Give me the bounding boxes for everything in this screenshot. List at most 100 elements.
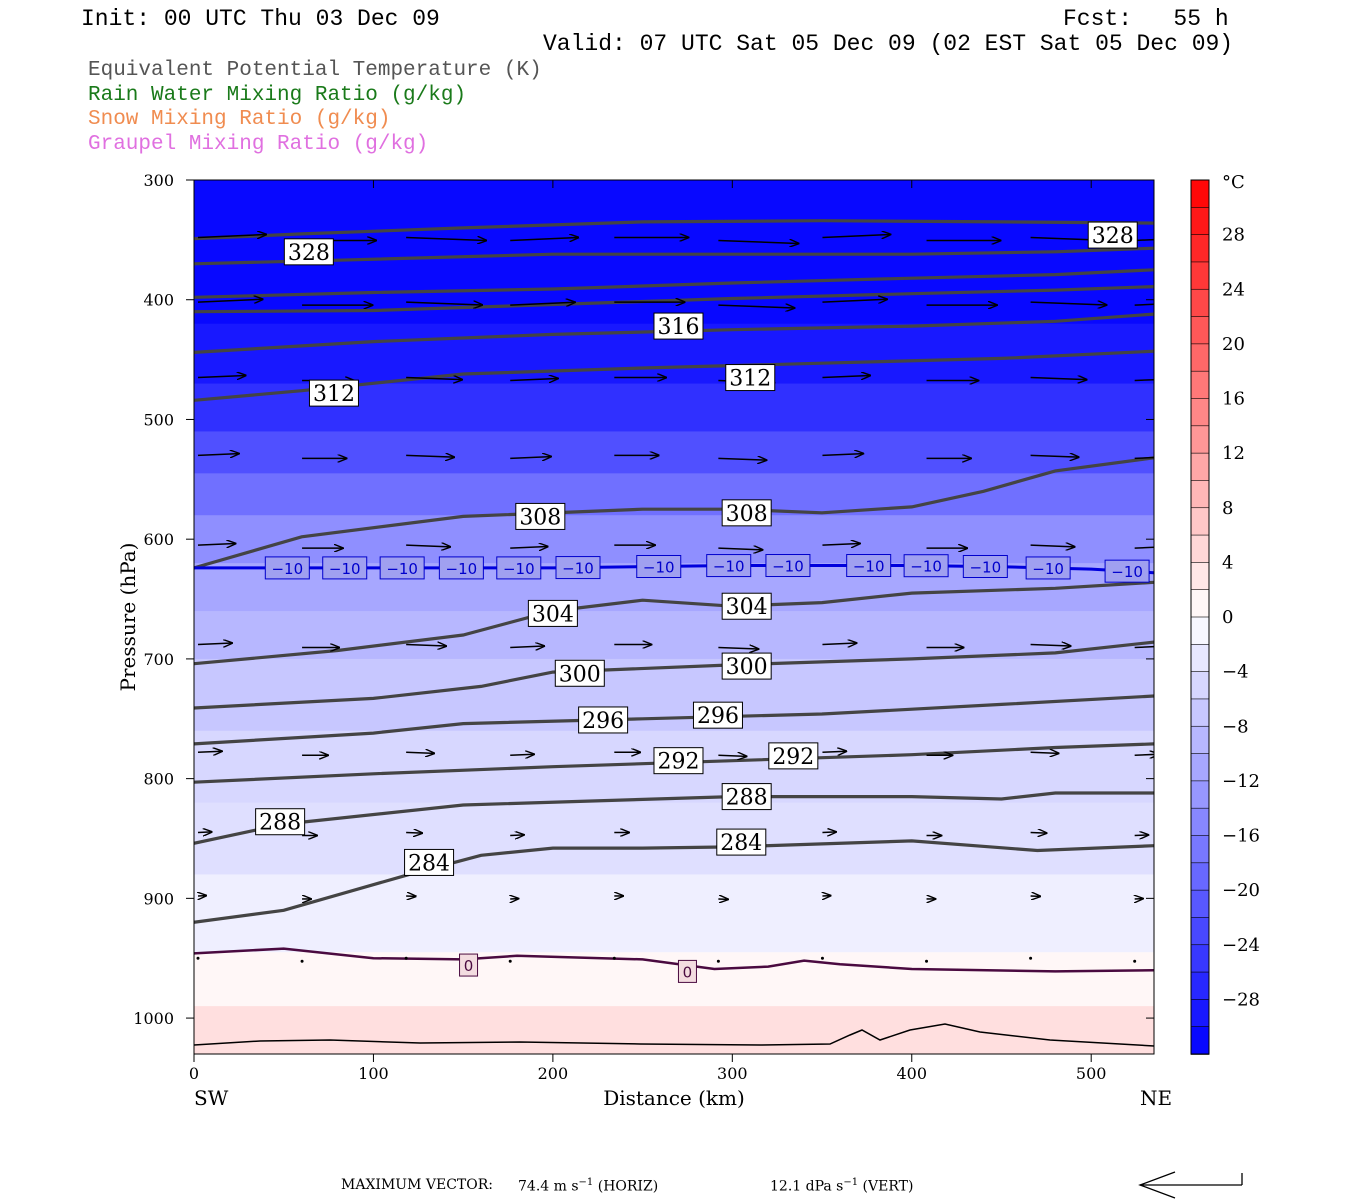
- wind-arrow: [197, 544, 235, 546]
- colorbar-swatch: [1190, 944, 1210, 973]
- theta-e-line: [194, 791, 1154, 845]
- contour-label: 296: [582, 709, 624, 734]
- colorbar-swatch: [1190, 452, 1210, 482]
- wind-arrow: [406, 645, 446, 647]
- wind-arrow: [718, 458, 766, 460]
- colorbar-swatch: [1190, 207, 1210, 236]
- colorbar-tick-label: −20: [1222, 880, 1260, 901]
- contour-label: 292: [657, 750, 699, 775]
- axes: 300 400 500 600 700 800 900 1000 0 100 200 300 400 50…: [116, 171, 1172, 1110]
- vert-unit: (VERT): [858, 1178, 914, 1195]
- colorbar-tick-label: 16: [1222, 389, 1245, 410]
- colorbar-swatch: [1190, 179, 1210, 209]
- colorbar-frame: [1190, 179, 1210, 1055]
- contour-label: 304: [726, 595, 768, 620]
- y-tick-label: 900: [143, 889, 174, 908]
- wind-arrow: [822, 751, 846, 752]
- isotherm-label-box: [438, 556, 484, 580]
- contour-label: 328: [288, 241, 330, 266]
- contour-label: 308: [726, 502, 768, 527]
- colorbar-swatch: [1190, 589, 1210, 618]
- theta-e-line: [194, 640, 1154, 710]
- wind-arrow: [406, 455, 454, 457]
- y-tick-label: 1000: [133, 1009, 174, 1028]
- x-tick-label: 400: [896, 1064, 927, 1083]
- contour-label-box: [768, 742, 819, 770]
- contour-label-box: [255, 808, 306, 836]
- wind-arrow: [822, 643, 856, 645]
- isotherm-label-box: [322, 556, 368, 580]
- y-tick-label: 600: [143, 530, 174, 549]
- wind-arrow: [822, 299, 887, 302]
- isotherm-label-box: [636, 554, 682, 578]
- colorbar-swatch: [1190, 725, 1210, 755]
- colorbar-swatch: [1190, 835, 1210, 864]
- wind-arrow: [1030, 752, 1059, 753]
- max-vector-arrow: [1138, 1171, 1243, 1199]
- colorbar-swatch: [1190, 644, 1210, 673]
- theta-e-contours: [194, 219, 1154, 924]
- colorbar-swatch: [1190, 234, 1210, 263]
- isotherm-label-box: [903, 554, 949, 578]
- colorbar-swatch: [1190, 616, 1210, 646]
- wind-arrow: [1134, 546, 1154, 549]
- contour-label: 312: [313, 382, 355, 407]
- wind-arrow: [510, 457, 551, 459]
- isotherm-label: −10: [329, 560, 361, 578]
- wind-arrow: [1030, 645, 1071, 647]
- contour-label: 284: [408, 851, 450, 876]
- theta-e-line: [194, 839, 1154, 924]
- colorbar-swatch: [1190, 862, 1210, 891]
- wind-dot: [508, 959, 512, 963]
- theta-e-line: [194, 219, 1154, 241]
- colorbar-swatch: [1190, 917, 1210, 946]
- x-axis-label: Distance (km): [603, 1086, 745, 1110]
- contour-label: 308: [519, 505, 561, 530]
- vert-value: 12.1 dPa s: [770, 1178, 844, 1195]
- wind-arrow: [406, 752, 434, 753]
- wind-arrow: [1134, 378, 1154, 382]
- wind-arrow: [510, 378, 558, 380]
- horiz-unit: (HORIZ): [593, 1178, 659, 1195]
- init-time: Init: 00 UTC Thu 03 Dec 09: [81, 6, 440, 32]
- isotherm-label-box: [459, 953, 479, 977]
- colorbar-swatch: [1190, 316, 1210, 345]
- contour-label-box: [721, 592, 772, 620]
- forecast-hour: Fcst: 55 h: [1063, 6, 1229, 32]
- sw-label: SW: [194, 1086, 229, 1110]
- wind-arrow: [822, 375, 870, 377]
- colorbar-tick-label: −16: [1222, 826, 1260, 847]
- wind-dot: [196, 956, 200, 960]
- max-vector-horiz: 74.4 m s−1 (HORIZ): [518, 1177, 658, 1195]
- colorbar-swatch: [1190, 971, 1210, 1001]
- colorbar-tick-label: −12: [1222, 771, 1260, 792]
- contour-label-box: [721, 499, 772, 527]
- colorbar-swatch: [1190, 807, 1210, 837]
- wind-arrow: [197, 299, 263, 302]
- contour-label-box: [721, 652, 772, 680]
- wind-arrow: [1030, 455, 1079, 457]
- wind-arrow: [197, 454, 239, 456]
- wind-arrow: [510, 237, 578, 240]
- colorbar-swatch: [1190, 288, 1210, 318]
- wind-arrow: [822, 234, 890, 237]
- wind-arrow: [718, 305, 794, 308]
- wind-arrow: [1030, 545, 1075, 547]
- isotherm-label: 0: [683, 963, 693, 981]
- colorbar-swatch: [1190, 780, 1210, 809]
- shading-band: [194, 874, 1154, 954]
- contour-label: 288: [726, 786, 768, 811]
- contour-label-box: [554, 659, 605, 687]
- theta-e-line: [194, 268, 1154, 299]
- contour-label-box: [515, 502, 566, 530]
- contour-label: 296: [697, 704, 739, 729]
- x-tick-label: 200: [538, 1064, 569, 1083]
- wind-arrow: [197, 643, 232, 645]
- wind-dot: [925, 959, 929, 963]
- colorbar-tick-label: −28: [1222, 989, 1260, 1010]
- isotherm-label: −10: [386, 560, 418, 578]
- isotherm-label-box: [677, 959, 697, 983]
- y-tick-label: 500: [143, 410, 174, 429]
- isotherm-label-box: [1104, 559, 1150, 583]
- colorbar-swatch: [1190, 753, 1210, 782]
